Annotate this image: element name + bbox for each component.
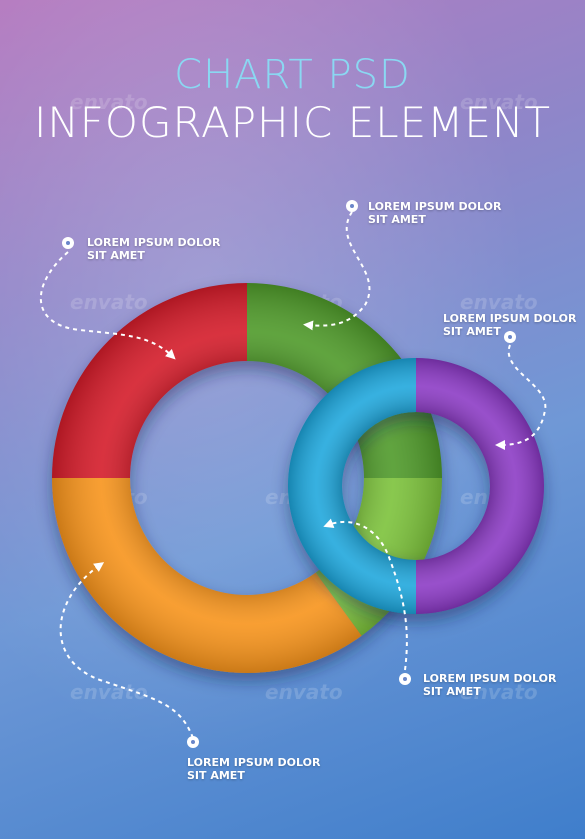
callout-1-line-2: SIT AMET — [87, 249, 145, 262]
connector-4 — [323, 518, 408, 671]
watermark: envato — [265, 680, 343, 704]
callout-1-line-1: LOREM IPSUM DOLOR — [87, 236, 221, 249]
callout-4: LOREM IPSUM DOLOR SIT AMET — [423, 672, 563, 698]
donut-large-shading — [52, 283, 442, 673]
callout-3-line-2: SIT AMET — [443, 325, 501, 338]
connector-lines — [40, 211, 547, 739]
callout-4-line-1: LOREM IPSUM DOLOR — [423, 672, 557, 685]
watermark: envato — [70, 680, 148, 704]
callout-3-line-1: LOREM IPSUM DOLOR — [443, 312, 577, 325]
callout-3: LOREM IPSUM DOLOR SIT AMET — [443, 312, 583, 338]
callout-5: LOREM IPSUM DOLOR SIT AMET — [187, 756, 327, 782]
callout-4-line-2: SIT AMET — [423, 685, 481, 698]
title-line-1: CHART PSD — [174, 52, 411, 98]
watermark: envato — [70, 290, 148, 314]
watermark: envato — [460, 90, 538, 114]
callout-2-line-2: SIT AMET — [368, 213, 426, 226]
callout-5-line-2: SIT AMET — [187, 769, 245, 782]
connector-5 — [59, 562, 194, 739]
watermark: envato — [460, 680, 538, 704]
watermark: envato — [70, 90, 148, 114]
callout-2-line-1: LOREM IPSUM DOLOR — [368, 200, 502, 213]
connector-3 — [495, 344, 547, 450]
watermark: envato — [460, 290, 538, 314]
title-line-2: INFOGRAPHIC ELEMENT — [33, 98, 552, 147]
callout-2: LOREM IPSUM DOLOR SIT AMET — [368, 200, 508, 226]
connector-2 — [303, 211, 371, 331]
donut-small-shading — [288, 358, 544, 614]
callout-1: LOREM IPSUM DOLOR SIT AMET — [87, 236, 227, 262]
callout-5-line-1: LOREM IPSUM DOLOR — [187, 756, 321, 769]
connector-dot-centers — [66, 204, 512, 744]
